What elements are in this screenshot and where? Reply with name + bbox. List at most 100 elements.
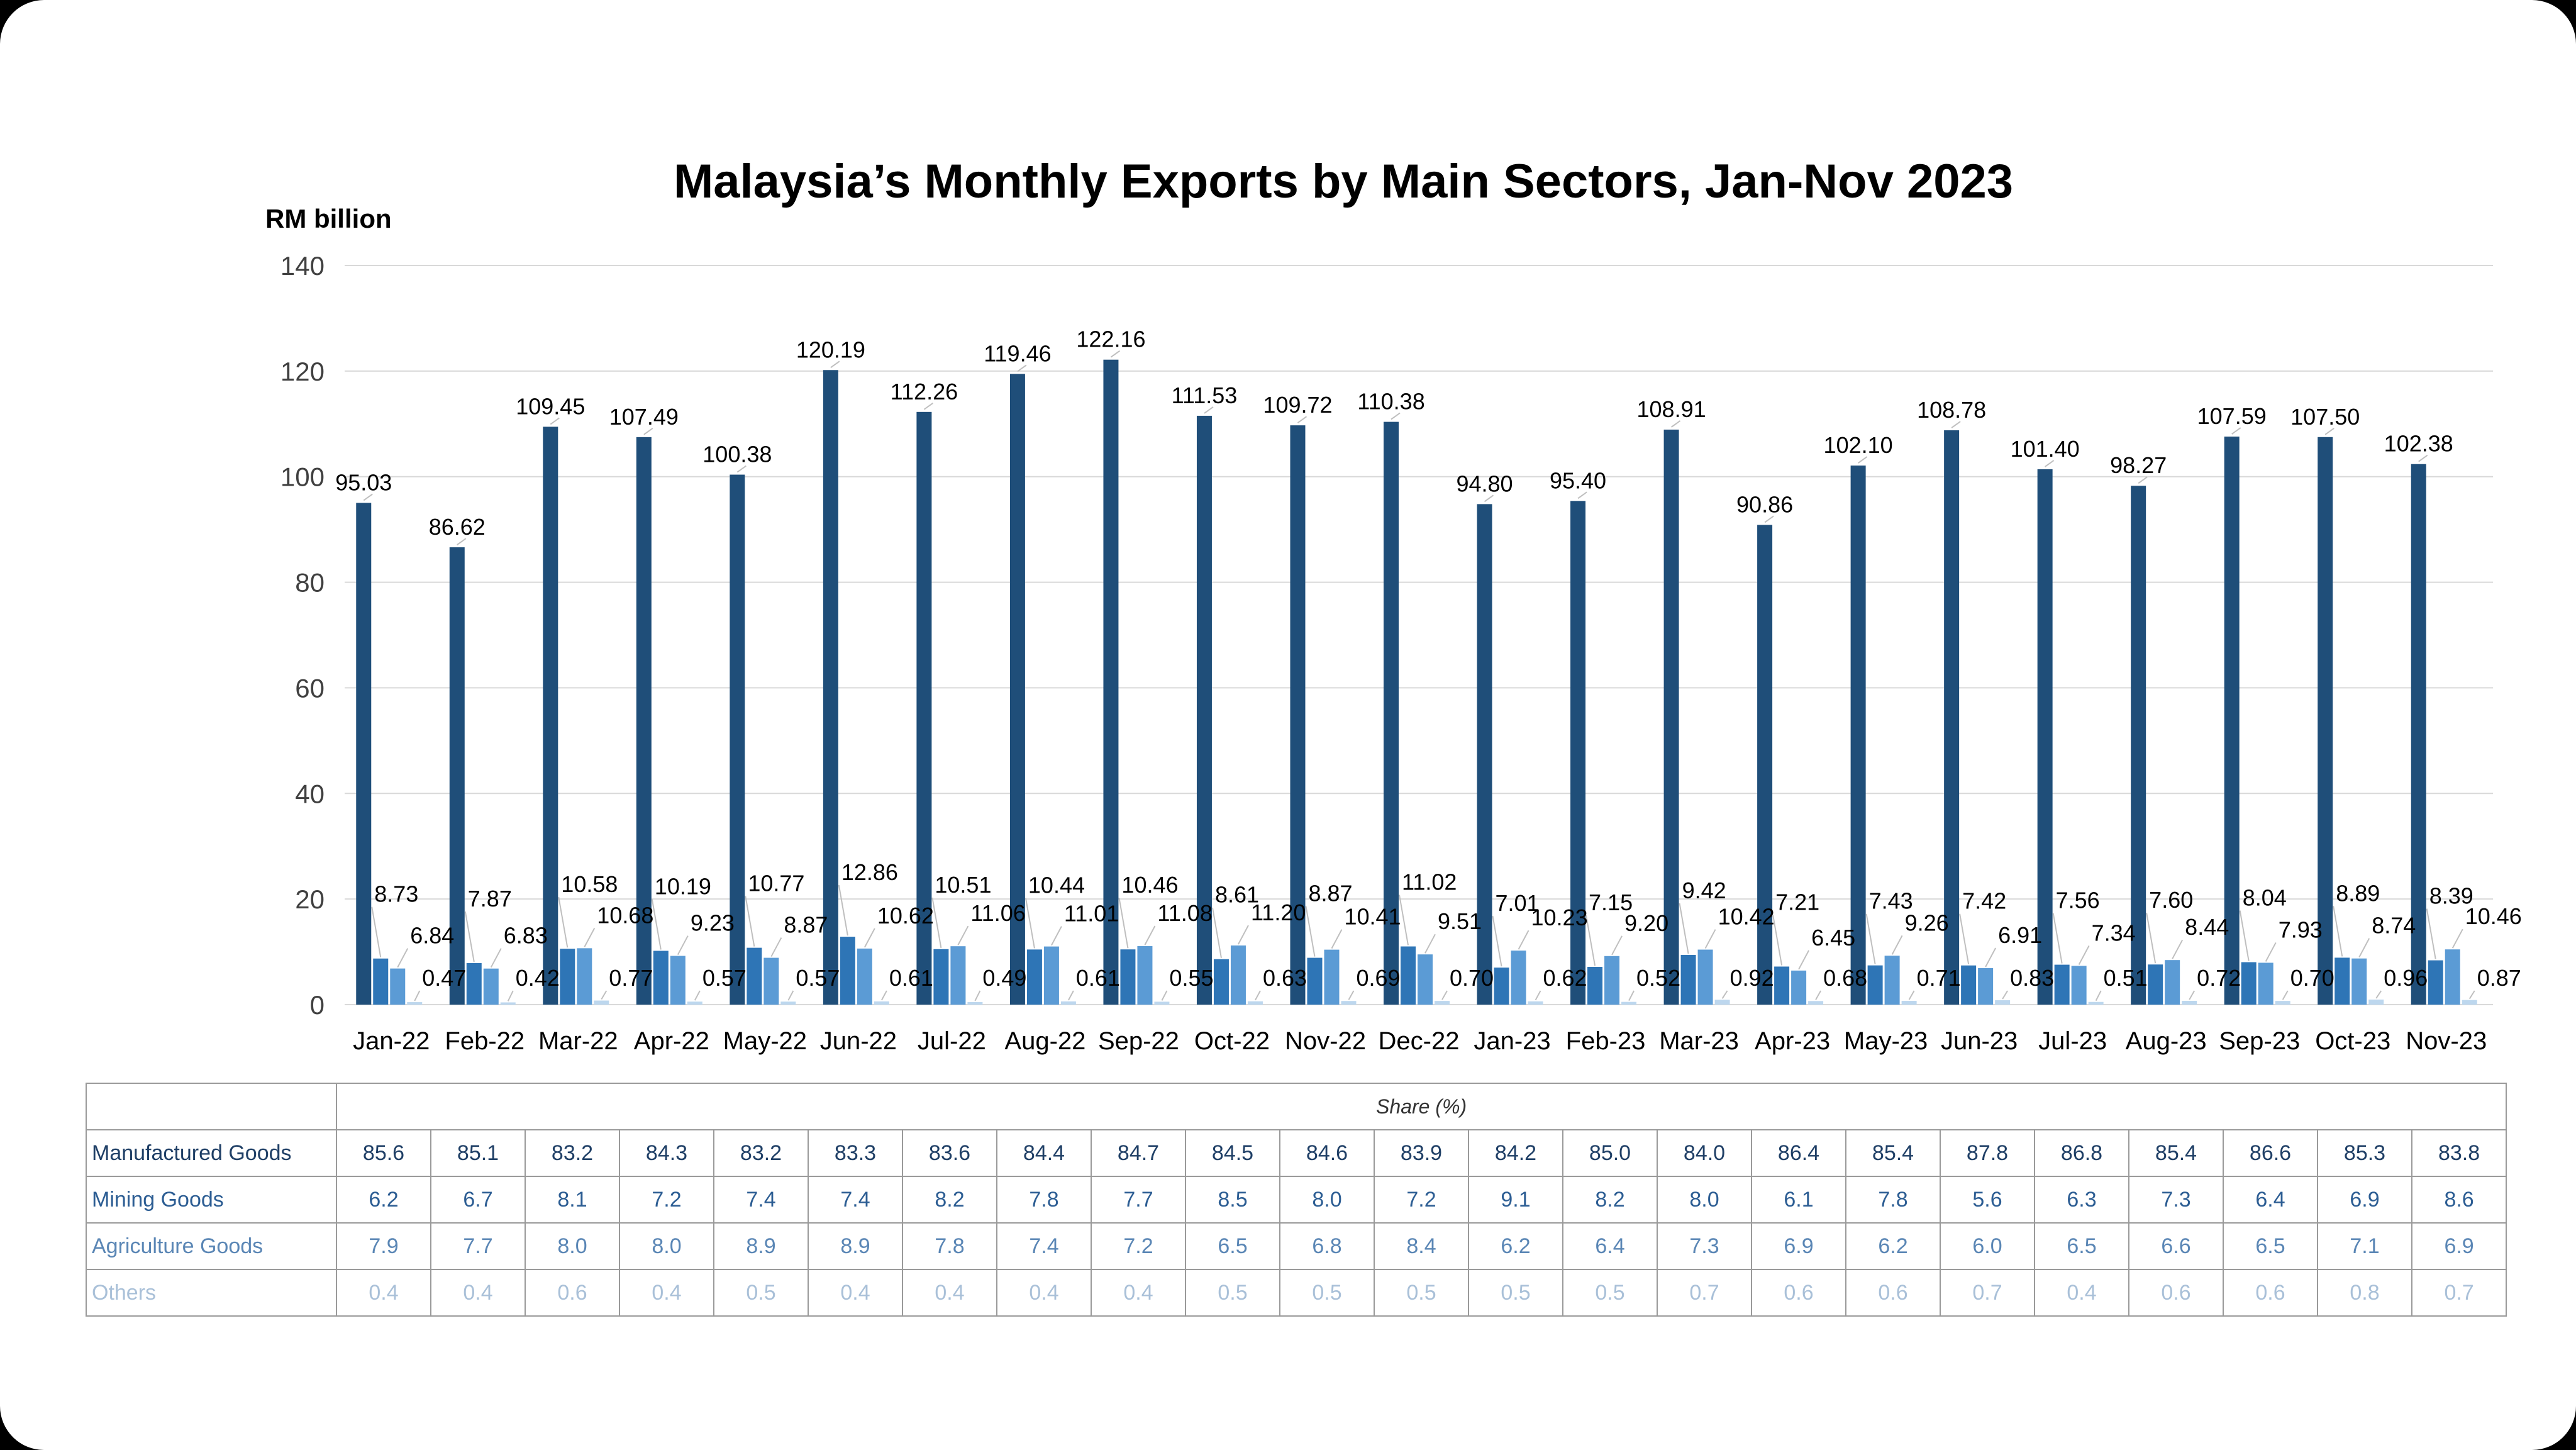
data-label: 112.26	[891, 379, 958, 404]
data-label: 10.62	[877, 903, 934, 929]
x-tick-label: Oct-22	[1194, 1027, 1270, 1055]
leader-line	[1211, 907, 1222, 958]
share-cell: 6.2	[1845, 1222, 1941, 1270]
data-label: 6.83	[504, 923, 548, 949]
leader-line	[507, 990, 514, 1001]
x-tick-label: Feb-22	[445, 1027, 525, 1055]
share-cell: 6.3	[2034, 1176, 2129, 1224]
share-table: Share (%) Manufactured Goods 85.6 85.1 83.2 8…	[86, 1083, 2507, 1317]
leader-line	[2468, 990, 2475, 1000]
leader-line	[1891, 935, 1903, 955]
leader-line	[1484, 494, 1494, 503]
x-tick-label: Jun-23	[1941, 1027, 2018, 1055]
bar-agriculture-goods	[670, 956, 686, 1005]
data-label: 9.23	[691, 910, 735, 936]
leader-line	[2078, 945, 2090, 965]
data-label: 9.42	[1682, 878, 1726, 903]
chart-title: Malaysia’s Monthly Exports by Main Secto…	[674, 155, 2013, 208]
leader-line	[745, 896, 755, 947]
bar-agriculture-goods	[1791, 970, 1807, 1005]
data-label: 0.68	[1823, 965, 1867, 991]
leader-line	[1110, 350, 1121, 358]
x-tick-label: Nov-22	[1285, 1027, 1366, 1055]
share-cell: 0.6	[2223, 1269, 2318, 1317]
bar-manufactured-goods	[2131, 486, 2146, 1005]
bar-mining-goods	[1961, 965, 1977, 1005]
bar-mining-goods	[373, 958, 389, 1005]
share-cell: 85.1	[430, 1129, 526, 1177]
bar-manufactured-goods	[1663, 429, 1679, 1005]
leader-line	[1518, 930, 1530, 950]
bar-others	[967, 1001, 983, 1005]
leader-line	[2189, 990, 2196, 1000]
share-cell: 0.6	[2128, 1269, 2224, 1317]
leader-line	[770, 937, 782, 957]
bar-others	[1714, 1000, 1730, 1005]
share-cell: 7.4	[808, 1176, 903, 1224]
leader-line	[1721, 990, 1728, 999]
data-label: 8.04	[2243, 885, 2287, 911]
bar-mining-goods	[2428, 960, 2443, 1005]
y-tick-label: 100	[280, 462, 325, 492]
x-tick-label: Apr-23	[1755, 1027, 1830, 1055]
row-label: Agriculture Goods	[86, 1222, 337, 1270]
share-cell: 83.2	[713, 1129, 809, 1177]
leader-line	[1704, 929, 1716, 949]
bar-manufactured-goods	[916, 411, 932, 1005]
data-label: 108.91	[1637, 396, 1706, 422]
data-label: 10.58	[561, 871, 618, 897]
share-cell: 7.4	[713, 1176, 809, 1224]
data-label: 100.38	[702, 442, 772, 467]
data-label: 11.20	[1251, 900, 1306, 925]
data-label: 0.92	[1730, 965, 1774, 991]
bar-manufactured-goods	[543, 427, 558, 1005]
data-label: 0.69	[1356, 965, 1400, 991]
x-tick-label: Sep-22	[1098, 1027, 1179, 1055]
share-cell: 7.2	[1374, 1176, 1469, 1224]
bar-agriculture-goods	[1324, 949, 1340, 1005]
data-label: 111.53	[1172, 382, 1238, 408]
bar-agriculture-goods	[1604, 956, 1620, 1005]
leader-line	[457, 538, 467, 545]
leader-line	[1908, 990, 1915, 1000]
row-label: Manufactured Goods	[86, 1129, 337, 1177]
share-cell: 0.4	[902, 1269, 997, 1317]
share-cell: 9.1	[1468, 1176, 1563, 1224]
data-label: 8.39	[2429, 883, 2473, 909]
share-cell: 8.1	[525, 1176, 620, 1224]
row-label: Mining Goods	[86, 1176, 337, 1224]
bar-agriculture-goods	[390, 968, 406, 1005]
bar-mining-goods	[933, 949, 949, 1005]
bar-mining-goods	[2054, 964, 2070, 1005]
bar-others	[1901, 1001, 1917, 1005]
data-label: 0.61	[1076, 965, 1120, 991]
share-cell: 5.6	[1940, 1176, 2035, 1224]
leader-line	[1424, 934, 1436, 954]
share-cell: 8.0	[525, 1222, 620, 1270]
share-cell: 0.4	[996, 1269, 1092, 1317]
data-label: 108.78	[1917, 397, 1986, 423]
data-label: 109.45	[516, 393, 585, 419]
data-label: 9.51	[1438, 908, 1482, 934]
table-row: Agriculture Goods 7.9 7.7 8.0 8.0 8.9 8.9 7.8 7.…	[86, 1222, 2507, 1270]
leader-line	[2052, 913, 2063, 964]
leader-line	[2375, 990, 2382, 999]
share-cell: 0.5	[1562, 1269, 1658, 1317]
share-cell: 7.7	[430, 1222, 526, 1270]
table-header-row: Share (%)	[86, 1083, 2507, 1130]
share-cell: 0.4	[430, 1269, 526, 1317]
x-tick-label: Mar-23	[1659, 1027, 1739, 1055]
share-cell: 84.2	[1468, 1129, 1563, 1177]
bar-manufactured-goods	[1009, 374, 1025, 1005]
leader-line	[2146, 913, 2157, 964]
data-label: 8.44	[2185, 914, 2229, 940]
data-label: 11.06	[970, 900, 1025, 926]
bar-manufactured-goods	[823, 370, 838, 1005]
leader-line	[736, 465, 747, 473]
share-cell: 0.5	[1468, 1269, 1563, 1317]
share-cell: 6.9	[2411, 1222, 2507, 1270]
bar-mining-goods	[1494, 968, 1509, 1005]
data-label: 10.41	[1344, 904, 1401, 930]
data-label: 90.86	[1736, 491, 1793, 517]
x-tick-label: Feb-23	[1566, 1027, 1646, 1055]
